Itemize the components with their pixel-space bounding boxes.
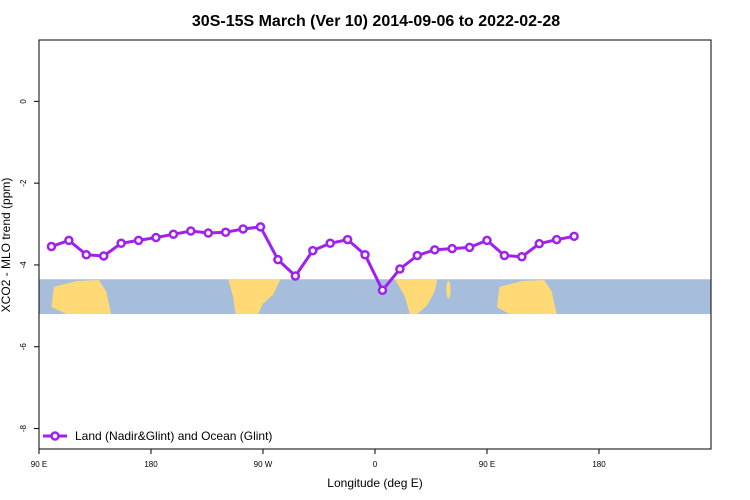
plot-frame	[38, 39, 712, 450]
data-point	[429, 245, 440, 255]
data-point	[151, 232, 161, 243]
legend-marker-swatch	[50, 431, 60, 441]
legend: Land (Nadir&Glint) and Ocean (Glint)	[43, 429, 272, 443]
x-tick-label: 90 W	[254, 460, 273, 469]
data-point	[133, 235, 144, 246]
data-point	[447, 243, 457, 254]
y-tick-label: 0	[19, 99, 28, 104]
data-point	[168, 229, 179, 240]
y-tick-label: -2	[19, 179, 28, 187]
x-axis-title: Longitude (deg E)	[327, 476, 422, 490]
land-mass-3	[497, 280, 557, 314]
data-point	[203, 228, 213, 238]
data-point	[551, 234, 562, 245]
y-tick-label: -8	[19, 424, 28, 432]
data-point	[186, 226, 196, 236]
land-mass-0	[51, 280, 112, 314]
data-point	[81, 249, 92, 260]
x-tick-label: 180	[144, 460, 158, 469]
data-point	[517, 252, 527, 262]
land-mass-madagascar	[446, 280, 451, 299]
x-tick-label: 180	[592, 460, 606, 469]
data-point	[377, 285, 388, 296]
x-tick-label: 90 E	[479, 460, 495, 469]
data-point	[499, 250, 510, 261]
y-tick-label: -4	[19, 261, 28, 269]
y-tick-label: -6	[19, 343, 28, 351]
legend-label: Land (Nadir&Glint) and Ocean (Glint)	[75, 429, 272, 443]
series-layer	[46, 222, 579, 296]
data-point	[534, 238, 545, 249]
data-point	[395, 264, 405, 274]
data-point	[290, 271, 301, 281]
data-point	[464, 242, 475, 253]
data-point	[482, 235, 492, 246]
x-tick-label: 0	[373, 460, 378, 469]
land-mass-1	[228, 279, 281, 314]
data-point	[220, 227, 231, 237]
data-point	[325, 238, 335, 249]
data-point	[116, 238, 126, 249]
data-point	[238, 224, 248, 234]
data-point	[273, 254, 283, 265]
data-point	[342, 234, 353, 245]
data-point	[412, 250, 423, 261]
y-axis-title: XCO2 - MLO trend (ppm)	[0, 178, 13, 313]
map-strip	[39, 279, 711, 315]
data-point	[360, 249, 370, 260]
chart-title: 30S-15S March (Ver 10) 2014-09-06 to 202…	[192, 13, 560, 30]
data-point	[255, 222, 266, 232]
data-point	[46, 241, 57, 252]
x-axis: 90 E 180 90 W 0 90 E 180	[31, 449, 606, 469]
data-point	[569, 231, 579, 242]
x-tick-label: 90 E	[31, 460, 47, 469]
data-point	[98, 251, 109, 261]
y-axis: 0 -2 -4 -6 -8	[19, 99, 39, 432]
data-point	[64, 235, 74, 246]
data-point	[308, 245, 318, 256]
ocean-band	[39, 279, 711, 315]
land-mass-2	[394, 279, 438, 314]
